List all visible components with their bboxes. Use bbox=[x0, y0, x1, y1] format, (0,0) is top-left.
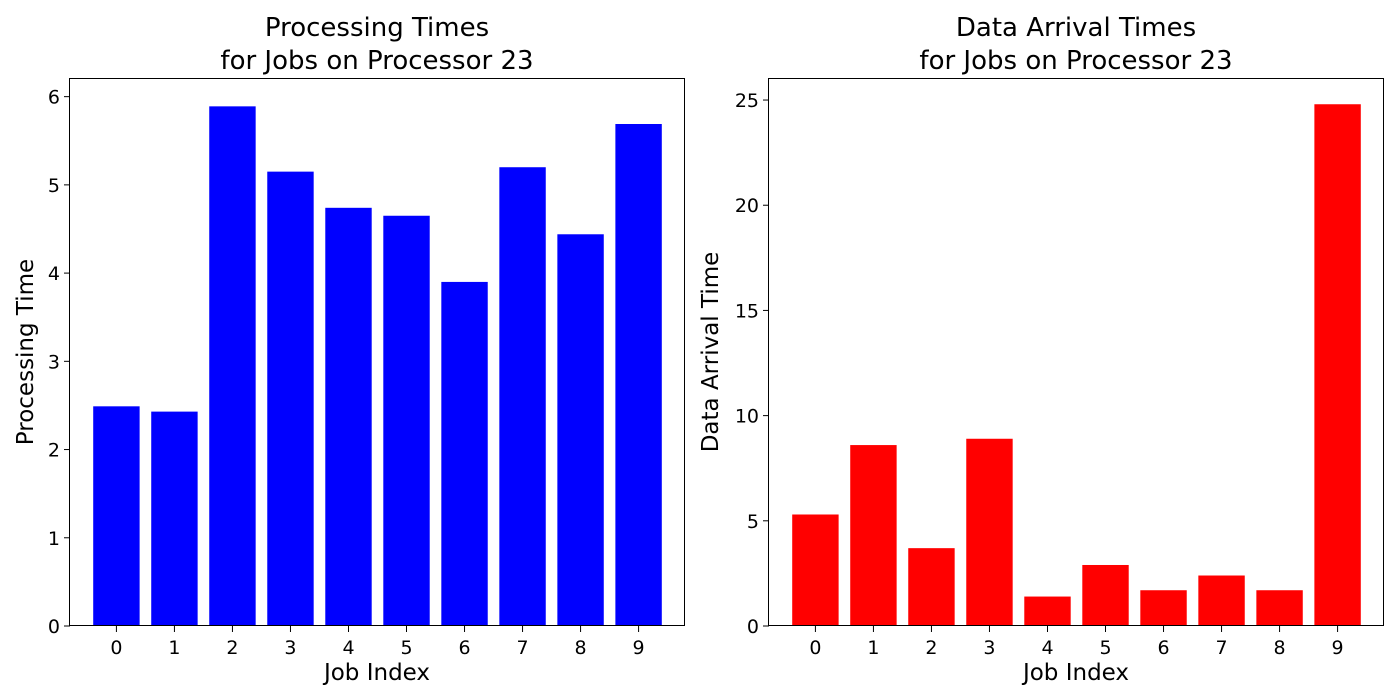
bar-3 bbox=[966, 438, 1013, 626]
bars bbox=[93, 106, 662, 627]
x-tick-label: 7 bbox=[517, 637, 529, 659]
y-axis-label: Processing Time bbox=[13, 259, 39, 445]
x-tick-label: 0 bbox=[809, 637, 821, 659]
y-tick-label: 5 bbox=[48, 175, 60, 197]
chart-title-line1: Processing Times bbox=[265, 13, 489, 43]
bar-5 bbox=[1082, 564, 1129, 626]
x-tick-label: 2 bbox=[925, 637, 937, 659]
bar-4 bbox=[1024, 596, 1071, 626]
x-tick-label: 3 bbox=[284, 637, 296, 659]
x-tick-label: 9 bbox=[633, 637, 645, 659]
x-tick-label: 8 bbox=[1274, 637, 1286, 659]
bar-4 bbox=[325, 207, 372, 626]
bar-8 bbox=[1256, 590, 1303, 626]
x-tick-label: 4 bbox=[1041, 637, 1053, 659]
bar-0 bbox=[792, 514, 839, 626]
x-axis-label: Job Index bbox=[322, 660, 430, 686]
y-tick-label: 25 bbox=[735, 90, 759, 112]
y-axis-label: Data Arrival Time bbox=[698, 252, 724, 453]
x-tick-label: 5 bbox=[1099, 637, 1111, 659]
chart-title-line2: for Jobs on Processor 23 bbox=[220, 46, 533, 76]
chart-title-line2: for Jobs on Processor 23 bbox=[919, 46, 1232, 76]
bar-7 bbox=[499, 167, 546, 626]
bars bbox=[792, 104, 1361, 626]
x-tick-label: 2 bbox=[226, 637, 238, 659]
y-tick-label: 6 bbox=[48, 87, 60, 109]
bar-2 bbox=[908, 548, 955, 626]
y-ticks: 0 5 10 15 20 25 bbox=[735, 90, 769, 638]
x-axis-label: Job Index bbox=[1021, 660, 1129, 686]
bar-9 bbox=[1314, 104, 1361, 626]
y-tick-label: 15 bbox=[735, 300, 759, 322]
x-tick-label: 0 bbox=[110, 637, 122, 659]
plot-frame bbox=[768, 78, 1384, 626]
bar-5 bbox=[383, 215, 430, 626]
bar-0 bbox=[93, 406, 140, 626]
y-tick-label: 5 bbox=[747, 511, 759, 533]
x-tick-label: 5 bbox=[400, 637, 412, 659]
x-tick-label: 8 bbox=[575, 637, 587, 659]
x-tick-label: 1 bbox=[867, 637, 879, 659]
x-tick-label: 9 bbox=[1332, 637, 1344, 659]
y-tick-label: 0 bbox=[48, 616, 60, 638]
bar-6 bbox=[441, 281, 488, 626]
y-tick-label: 1 bbox=[48, 528, 60, 550]
y-tick-label: 0 bbox=[747, 616, 759, 638]
bar-8 bbox=[557, 234, 604, 627]
bar-1 bbox=[850, 445, 897, 626]
x-tick-label: 6 bbox=[458, 637, 470, 659]
bar-2 bbox=[209, 106, 256, 627]
x-tick-label: 6 bbox=[1157, 637, 1169, 659]
y-tick-label: 4 bbox=[48, 263, 60, 285]
bar-3 bbox=[267, 171, 314, 627]
x-tick-label: 1 bbox=[168, 637, 180, 659]
x-tick-label: 4 bbox=[342, 637, 354, 659]
bar-7 bbox=[1198, 575, 1245, 626]
bar-9 bbox=[615, 123, 662, 626]
x-tick-label: 7 bbox=[1216, 637, 1228, 659]
data-arrival-times-chart: Data Arrival Times for Jobs on Processor… bbox=[698, 13, 1384, 686]
x-ticks: 0 1 2 3 4 5 6 7 8 9 bbox=[110, 626, 645, 659]
x-tick-label: 3 bbox=[983, 637, 995, 659]
x-ticks: 0 1 2 3 4 5 6 7 8 9 bbox=[809, 626, 1344, 659]
bar-1 bbox=[151, 411, 198, 626]
y-tick-label: 2 bbox=[48, 440, 60, 462]
processing-times-chart: Processing Times for Jobs on Processor 2… bbox=[13, 13, 685, 686]
bar-6 bbox=[1140, 590, 1187, 626]
y-ticks: 0 1 2 3 4 5 6 bbox=[48, 87, 70, 638]
plot-frame bbox=[69, 78, 685, 626]
chart-title-line1: Data Arrival Times bbox=[956, 13, 1196, 43]
y-tick-label: 10 bbox=[735, 406, 759, 428]
y-tick-label: 20 bbox=[735, 195, 759, 217]
y-tick-label: 3 bbox=[48, 351, 60, 373]
